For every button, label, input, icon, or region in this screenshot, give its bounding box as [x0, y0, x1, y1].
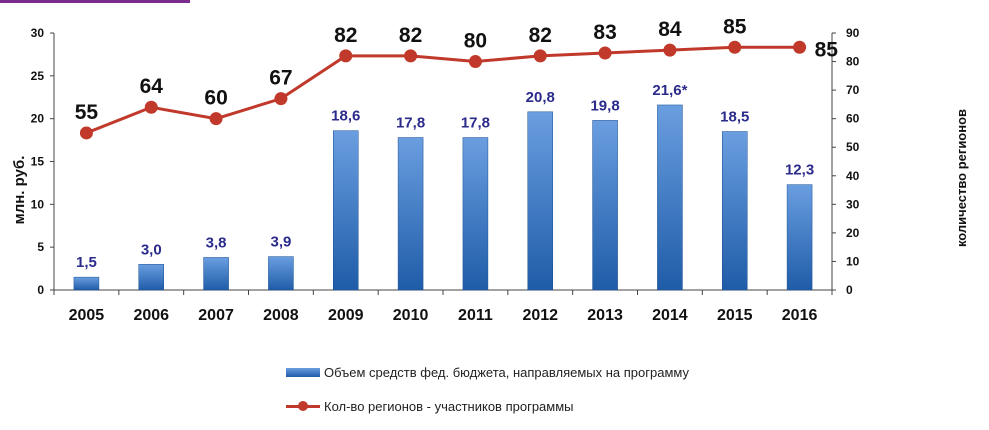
- bar-value-label: 18,5: [720, 109, 749, 126]
- x-tick-label: 2011: [458, 307, 493, 324]
- bar: [397, 137, 424, 291]
- y-right-tick-label: 10: [846, 254, 860, 268]
- bar-value-label: 17,8: [396, 115, 425, 132]
- x-tick-label: 2007: [198, 307, 234, 324]
- legend-item-bars: Объем средств фед. бюджета, направляемых…: [286, 362, 689, 382]
- x-tick-label: 2016: [782, 307, 818, 324]
- x-tick-label: 2013: [587, 307, 623, 324]
- line-value-label: 83: [593, 21, 616, 44]
- bar: [73, 276, 100, 291]
- line-value-label: 82: [334, 24, 357, 47]
- line-point: [468, 55, 482, 69]
- line-value-label: 85: [815, 38, 839, 61]
- y-right-tick-label: 90: [846, 26, 860, 40]
- y-right-tick-label: 70: [846, 83, 860, 97]
- bar-value-label: 17,8: [461, 115, 490, 132]
- x-tick-label: 2014: [652, 307, 688, 324]
- line-point: [533, 49, 547, 63]
- bar: [722, 131, 748, 291]
- line-point: [209, 112, 223, 126]
- bar-value-label: 12,3: [785, 162, 814, 179]
- line-point: [339, 49, 353, 63]
- line-point: [598, 46, 612, 60]
- line-value-label: 82: [529, 24, 552, 47]
- line-point: [663, 43, 677, 57]
- legend-item-line: Кол-во регионов - участников программы: [286, 396, 689, 416]
- bar-value-label: 20,8: [526, 89, 555, 106]
- legend-line-label: Кол-во регионов - участников программы: [324, 398, 574, 414]
- line-point: [274, 92, 288, 106]
- y-left-tick-label: 10: [31, 197, 45, 211]
- bar: [786, 184, 813, 291]
- y-right-tick-label: 20: [846, 226, 860, 240]
- y-left-tick-label: 0: [37, 283, 44, 297]
- x-tick-label: 2008: [263, 307, 299, 324]
- bar: [657, 104, 683, 291]
- line-point: [728, 40, 742, 54]
- x-tick-label: 2009: [328, 307, 364, 324]
- bar: [462, 137, 489, 291]
- y-left-tick-label: 20: [31, 112, 45, 126]
- y-right-tick-label: 60: [846, 112, 860, 126]
- bar-value-label: 3,9: [270, 234, 291, 251]
- line-point: [144, 100, 158, 114]
- line-value-label: 55: [75, 101, 99, 124]
- bar: [203, 257, 229, 291]
- legend-bar-label: Объем средств фед. бюджета, направляемых…: [324, 364, 689, 380]
- line-point: [793, 40, 807, 54]
- line-value-label: 80: [464, 30, 487, 53]
- bar-value-label: 21,6*: [652, 82, 687, 99]
- line-point: [404, 49, 418, 63]
- line-value-label: 82: [399, 24, 422, 47]
- line-value-label: 67: [269, 67, 292, 90]
- y-right-tick-label: 30: [846, 197, 860, 211]
- y-right-tick-label: 0: [846, 283, 853, 297]
- x-tick-label: 2010: [393, 307, 429, 324]
- y-axis-right-title: количество регионов: [954, 109, 969, 247]
- y-left-tick-label: 15: [31, 155, 45, 169]
- legend-bar-swatch: [286, 367, 320, 377]
- bar-value-label: 3,8: [206, 234, 227, 251]
- y-left-tick-label: 30: [31, 26, 45, 40]
- header-accent-strip: [0, 0, 190, 3]
- x-tick-label: 2012: [522, 307, 558, 324]
- line-value-label: 85: [723, 15, 747, 38]
- bar-value-label: 1,5: [76, 254, 97, 271]
- y-left-tick-label: 5: [37, 240, 44, 254]
- y-left-tick-label: 25: [31, 69, 45, 83]
- x-tick-label: 2005: [69, 307, 105, 324]
- line-value-label: 84: [658, 18, 682, 41]
- x-tick-label: 2006: [133, 307, 169, 324]
- line-value-label: 60: [204, 87, 227, 110]
- combo-chart: 0 5 10 15 20 25 30 0 10 20 30 40 50 60 70 80 90 2005 2006 2…: [11, 15, 969, 324]
- y-right-tick-label: 40: [846, 169, 860, 183]
- bar-value-label: 18,6: [331, 108, 360, 125]
- y-right-tick-label: 80: [846, 55, 860, 69]
- line-point: [79, 126, 93, 140]
- bar: [268, 256, 294, 291]
- series-line-regions: [85, 45, 800, 135]
- bar-value-label: 3,0: [141, 241, 162, 258]
- bar: [333, 130, 359, 291]
- bar: [592, 120, 618, 291]
- line-value-label: 64: [140, 75, 164, 98]
- legend: Объем средств фед. бюджета, направляемых…: [286, 362, 689, 430]
- bar-value-label: 19,8: [590, 97, 619, 114]
- legend-line-swatch: [286, 401, 320, 411]
- x-tick-label: 2015: [717, 307, 753, 324]
- bar: [138, 264, 164, 291]
- bar: [527, 111, 553, 291]
- y-right-tick-label: 50: [846, 140, 860, 154]
- y-axis-left-title: млн. руб.: [11, 156, 28, 225]
